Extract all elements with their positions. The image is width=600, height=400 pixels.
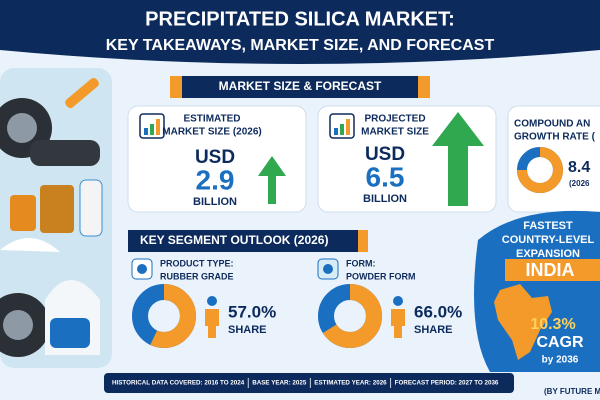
card-label: GROWTH RATE ( xyxy=(514,132,596,143)
footer-item: HISTORICAL DATA COVERED: 2016 TO 2024 xyxy=(112,380,245,387)
country-text: EXPANSION xyxy=(516,248,580,260)
card-label: PROJECTED xyxy=(364,114,425,125)
country-year: by 2036 xyxy=(542,355,579,366)
segment-label: POWDER FORM xyxy=(346,271,416,281)
up-arrow xyxy=(432,112,484,206)
chart-icon xyxy=(139,113,165,139)
country-cagr: 10.3% xyxy=(530,316,575,333)
segment-icon xyxy=(137,264,147,274)
segment-icon xyxy=(323,264,333,274)
person-icon xyxy=(391,309,405,338)
ribbon xyxy=(182,76,418,98)
market-value: 6.5 xyxy=(366,161,405,192)
title: PRECIPITATED SILICA MARKET: xyxy=(145,8,455,30)
donut-share xyxy=(318,284,382,348)
country-badge xyxy=(505,259,600,281)
footer-item: BASE YEAR: 2025 xyxy=(252,380,307,387)
title: KEY TAKEAWAYS, MARKET SIZE, AND FORECAST xyxy=(106,37,495,54)
cagr-value: 8.4 xyxy=(568,159,590,176)
section-title: KEY SEGMENT OUTLOOK (2026) xyxy=(140,233,328,247)
currency: USD xyxy=(195,147,235,168)
share-value: 57.0% xyxy=(228,302,276,321)
person-icon xyxy=(207,296,217,306)
up-arrow xyxy=(258,156,286,204)
header-band xyxy=(0,0,600,64)
segment-label: RUBBER GRADE xyxy=(160,271,234,281)
illustration xyxy=(0,68,112,368)
card-label: MARKET SIZE xyxy=(361,127,429,138)
market-value: 2.9 xyxy=(196,164,235,195)
source: (BY FUTURE MAR xyxy=(544,387,600,396)
country-cagr-word: CAGR xyxy=(536,334,584,351)
unit: BILLION xyxy=(193,196,237,208)
ring xyxy=(517,147,563,193)
person-icon xyxy=(393,296,403,306)
country-text: FASTEST xyxy=(523,220,573,232)
share-value: 66.0% xyxy=(414,302,462,321)
donut-share xyxy=(132,284,196,348)
currency: USD xyxy=(365,144,405,165)
country-name: INDIA xyxy=(526,260,575,280)
footer-bar xyxy=(104,373,514,393)
unit: BILLION xyxy=(363,193,407,205)
ribbon xyxy=(128,230,358,252)
segments: PRODUCT TYPE: RUBBER GRADE 57.0% SHARE FORM:… xyxy=(131,258,462,348)
segment-label: PRODUCT TYPE: xyxy=(160,258,234,268)
chart-icon xyxy=(329,113,355,139)
card-label: MARKET SIZE (2026) xyxy=(162,127,261,138)
cagr-note: (2026 xyxy=(569,179,590,188)
map xyxy=(494,284,552,360)
share-word: SHARE xyxy=(414,324,453,336)
card-label: ESTIMATED xyxy=(183,114,240,125)
country-panel xyxy=(474,210,600,372)
card xyxy=(127,105,307,213)
share-word: SHARE xyxy=(228,324,267,336)
segment-label: FORM: xyxy=(346,258,376,268)
card-label: COMPOUND AN xyxy=(514,119,590,130)
footer-item: FORECAST PERIOD: 2027 TO 2036 xyxy=(395,380,499,387)
footer-item: ESTIMATED YEAR: 2026 xyxy=(314,380,387,387)
footer: HISTORICAL DATA COVERED: 2016 TO 2024 BAS… xyxy=(112,378,499,388)
person-icon xyxy=(205,309,219,338)
section-title: MARKET SIZE & FORECAST xyxy=(219,79,382,93)
country-text: COUNTRY-LEVEL xyxy=(502,234,595,246)
